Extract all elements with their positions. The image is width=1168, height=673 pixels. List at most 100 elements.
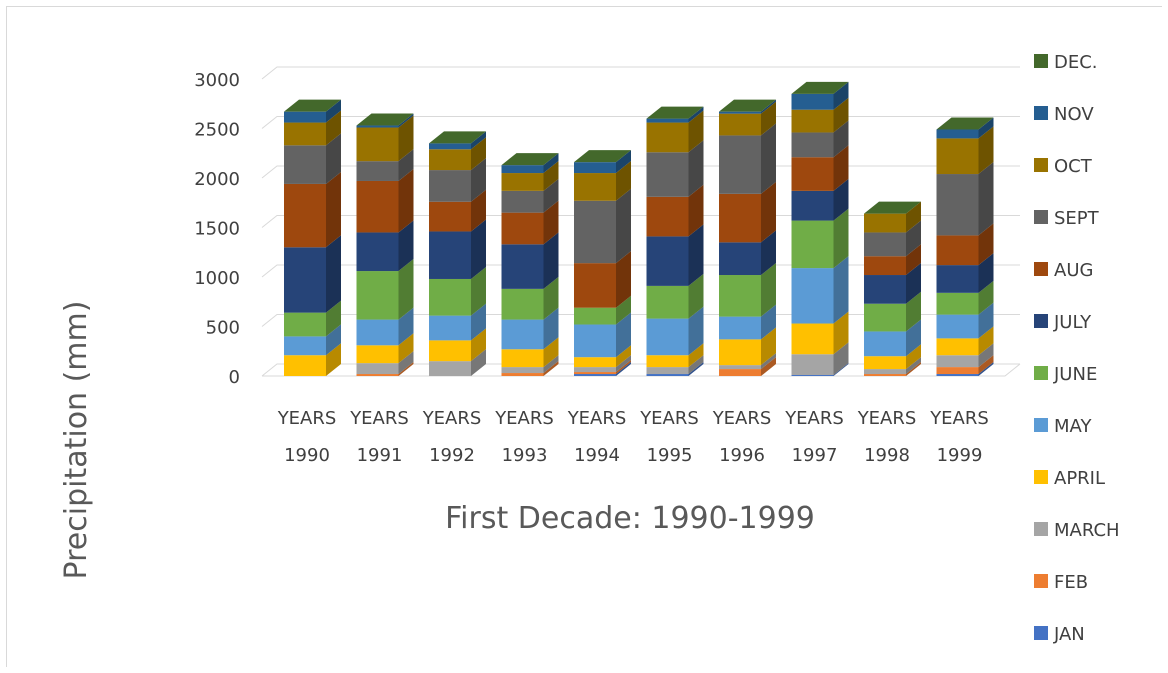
x-tick-label: YEARS <box>639 408 699 429</box>
bar-segment <box>719 242 761 276</box>
legend-swatch <box>1034 366 1048 380</box>
bar-segment <box>864 213 906 233</box>
bar-segment-side <box>978 126 994 175</box>
gridline <box>261 66 1020 80</box>
y-tick-label: 500 <box>206 318 240 339</box>
x-tick-label: YEARS <box>277 408 337 429</box>
bar-segment-side <box>761 357 776 376</box>
bar-segment-side <box>398 149 414 181</box>
bar-segment <box>501 367 544 374</box>
bar-segment <box>719 339 761 366</box>
x-tick-label: YEARS <box>567 408 627 429</box>
bar-segment-side <box>833 256 849 324</box>
bar-segment-side <box>543 276 559 320</box>
bar-segment-side <box>616 150 631 174</box>
bar-segment-side <box>543 161 559 191</box>
bar-segment <box>574 173 616 201</box>
bar-segment-side <box>398 115 414 162</box>
bar-segment-side <box>543 307 559 350</box>
bar-segment <box>719 369 761 376</box>
bar-segment <box>429 315 471 341</box>
bar-segment-side <box>833 311 849 355</box>
bar-segment <box>429 361 471 376</box>
bar-segment <box>356 374 399 376</box>
bar-segment-side <box>688 106 704 123</box>
legend-swatch <box>1034 522 1048 536</box>
bar-segment-side <box>471 158 486 202</box>
bar-segment <box>646 118 689 123</box>
bar-segment <box>429 231 471 279</box>
legend-label: SEPT <box>1054 208 1100 229</box>
bar-segment <box>791 268 834 324</box>
x-tick-label: 1994 <box>574 445 620 466</box>
bar-segment <box>501 212 544 245</box>
bar-segment <box>574 324 616 358</box>
legend-item: FEB <box>1034 572 1088 593</box>
bar-segment-side <box>688 362 704 376</box>
bar-segment <box>791 93 834 110</box>
bar-segment-side <box>833 81 849 110</box>
bar-segment <box>429 170 471 202</box>
bar-segment-side <box>978 302 994 339</box>
legend-swatch <box>1034 626 1048 640</box>
legend-swatch <box>1034 314 1048 328</box>
bar-segment-side <box>398 113 414 128</box>
x-tick-label: YEARS <box>349 408 409 429</box>
bar-segment-side <box>688 355 704 375</box>
bar-segment <box>646 236 689 286</box>
bar-segment <box>936 292 979 315</box>
legend-label: OCT <box>1054 156 1093 177</box>
chart-frame <box>6 6 1162 667</box>
y-tick-label: 2000 <box>194 169 240 190</box>
bar-segment <box>936 129 979 139</box>
bar-segment <box>719 135 761 194</box>
y-axis-ticks: 0 500 1000 1500 2000 2500 3000 <box>194 70 240 388</box>
bar-segment-side <box>543 153 559 174</box>
y-tick-label: 1500 <box>194 219 240 240</box>
bar-segment-side <box>688 306 704 356</box>
legend-label: JUNE <box>1053 364 1097 385</box>
bar-segment <box>574 357 616 368</box>
bar-segment <box>719 275 761 317</box>
legend-swatch <box>1034 418 1048 432</box>
bar-stack <box>646 106 704 376</box>
legend-label: APRIL <box>1054 468 1105 489</box>
bar-segment-side <box>833 178 849 221</box>
bar-segment <box>574 372 616 375</box>
bar-segment <box>719 113 761 136</box>
legend-swatch <box>1034 210 1048 224</box>
bar-segment <box>501 165 544 174</box>
legend-label: MAY <box>1054 416 1092 437</box>
bar-segment-side <box>543 355 559 374</box>
legend-item: JULY <box>1034 312 1092 333</box>
legend: DEC. NOV OCT SEPT AUG JULY JUNE MAY APRIL MARCH FE… <box>1034 52 1120 645</box>
legend-swatch <box>1034 158 1048 172</box>
bar-segment-side <box>688 184 704 237</box>
bar-segment <box>356 161 399 181</box>
bar-segment <box>284 145 326 184</box>
bar-segment-side <box>761 353 776 370</box>
bar-segment-side <box>326 300 341 337</box>
bar-segment-side <box>471 328 486 362</box>
bar-segment <box>864 232 906 257</box>
bar-segment-side <box>978 280 994 315</box>
bar-segment-side <box>833 145 849 191</box>
bar-top <box>719 99 776 112</box>
bar-segment-side <box>471 266 486 316</box>
bar-segment-side <box>978 326 994 356</box>
x-axis-title: First Decade: 1990-1999 <box>445 501 815 536</box>
bar-segment-side <box>761 263 776 317</box>
bar-segment <box>284 111 326 123</box>
bar-segment-side <box>326 99 341 123</box>
bar-stack <box>501 153 559 376</box>
bar-segment <box>864 303 906 332</box>
bar-segment <box>356 180 399 233</box>
bar-segment-side <box>761 181 776 243</box>
bar-segment <box>429 278 471 316</box>
bar-segment <box>429 149 471 171</box>
bar-segment-side <box>978 223 994 266</box>
legend-label: DEC. <box>1054 52 1098 73</box>
bar-segment <box>646 355 689 368</box>
legend-label: JAN <box>1053 624 1085 645</box>
bar-segment-side <box>616 251 631 308</box>
